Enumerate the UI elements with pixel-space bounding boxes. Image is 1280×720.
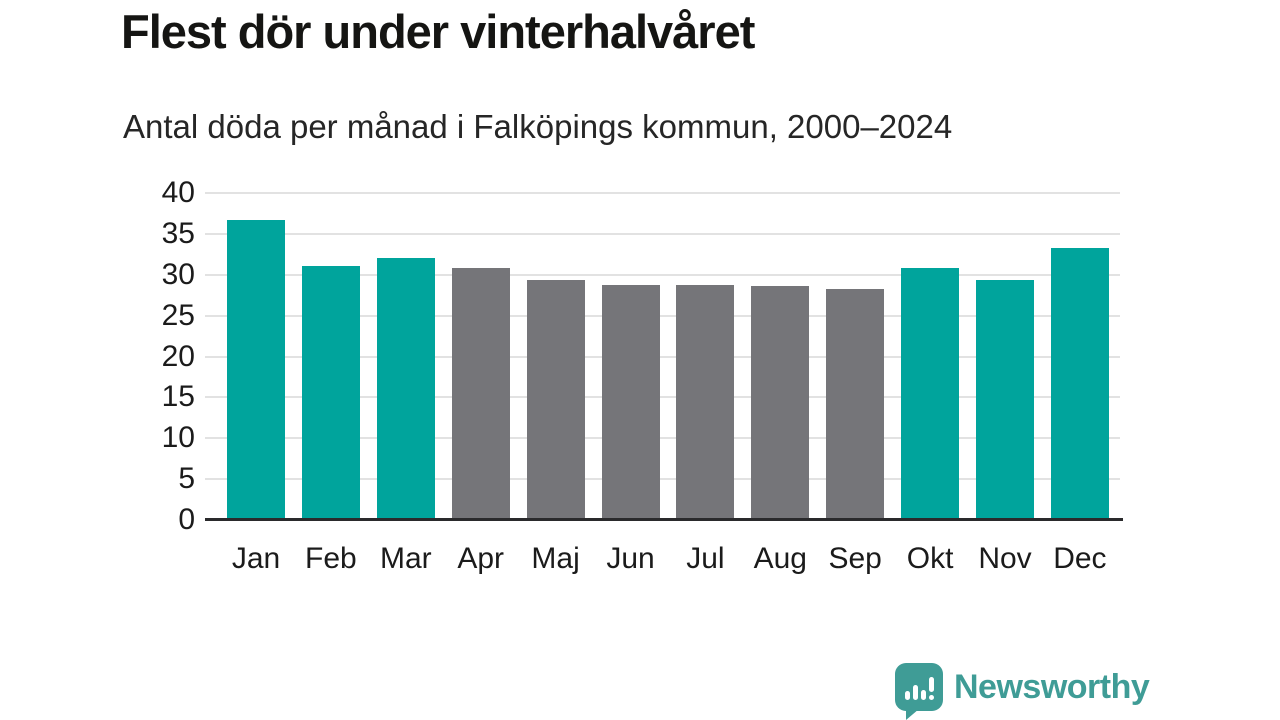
brand-name: Newsworthy [954, 667, 1150, 706]
y-tick-label-0: 0 [178, 503, 195, 536]
y-tick-label-10: 10 [161, 421, 195, 455]
y-tick-label-35: 35 [161, 216, 195, 250]
bar-jan [227, 219, 285, 520]
bar-jul [676, 284, 735, 520]
y-tick-label-5: 5 [178, 462, 195, 496]
x-tick-label-apr: Apr [457, 542, 505, 575]
gridline-10 [205, 437, 1120, 440]
bar-sep [826, 289, 885, 520]
logo-bar-icon [921, 690, 926, 700]
bar-apr [451, 268, 510, 520]
x-tick-label-jan: Jan [231, 542, 281, 575]
bar-chart: 0 5 10 15 20 25 30 35 40 Jan Feb Mar Apr Maj Jun Jul Aug… [162, 176, 1123, 575]
y-tick-label-25: 25 [161, 298, 195, 332]
logo-bar-icon [905, 691, 910, 700]
bar-feb [301, 265, 360, 520]
y-tick-label-30: 30 [161, 257, 195, 291]
x-tick-label-maj: Maj [531, 542, 580, 575]
x-tick-label-okt: Okt [906, 542, 954, 575]
x-tick-label-mar: Mar [379, 542, 432, 575]
y-tick-label-15: 15 [161, 380, 195, 414]
x-tick-label-feb: Feb [305, 542, 357, 575]
gridline-35 [205, 232, 1120, 235]
bar-maj [526, 280, 585, 520]
bar-jun [601, 284, 660, 520]
gridline-5 [205, 478, 1120, 481]
x-axis-line [205, 518, 1123, 521]
bar-dec [1050, 247, 1109, 520]
bar-okt [901, 268, 960, 520]
brand-footer: Newsworthy [895, 663, 1150, 720]
y-tick-label-40: 40 [161, 176, 195, 209]
logo-bar-icon [913, 685, 918, 700]
gridline-40 [205, 192, 1120, 194]
x-tick-label-aug: Aug [753, 542, 807, 575]
x-tick-label-sep: Sep [828, 542, 882, 575]
chart-title: Flest dör under vinterhalvåret [121, 5, 755, 58]
bar-nov [976, 280, 1034, 520]
x-tick-label-dec: Dec [1053, 542, 1107, 575]
bar-chart-speech-bubble-icon [895, 663, 943, 720]
logo-exclamation-icon [929, 677, 934, 692]
chart-subtitle: Antal döda per månad i Falköpings kommun… [123, 108, 953, 145]
x-tick-label-jun: Jun [606, 542, 655, 575]
logo-exclamation-icon [929, 695, 934, 700]
x-tick-label-nov: Nov [978, 542, 1032, 575]
gridline-20 [205, 355, 1120, 358]
y-tick-label-20: 20 [161, 339, 195, 373]
bar-aug [751, 286, 810, 520]
x-tick-label-jul: Jul [686, 542, 725, 575]
gridline-30 [205, 273, 1120, 276]
gridline-25 [205, 314, 1120, 317]
gridline-15 [205, 396, 1120, 399]
bar-mar [376, 258, 435, 520]
